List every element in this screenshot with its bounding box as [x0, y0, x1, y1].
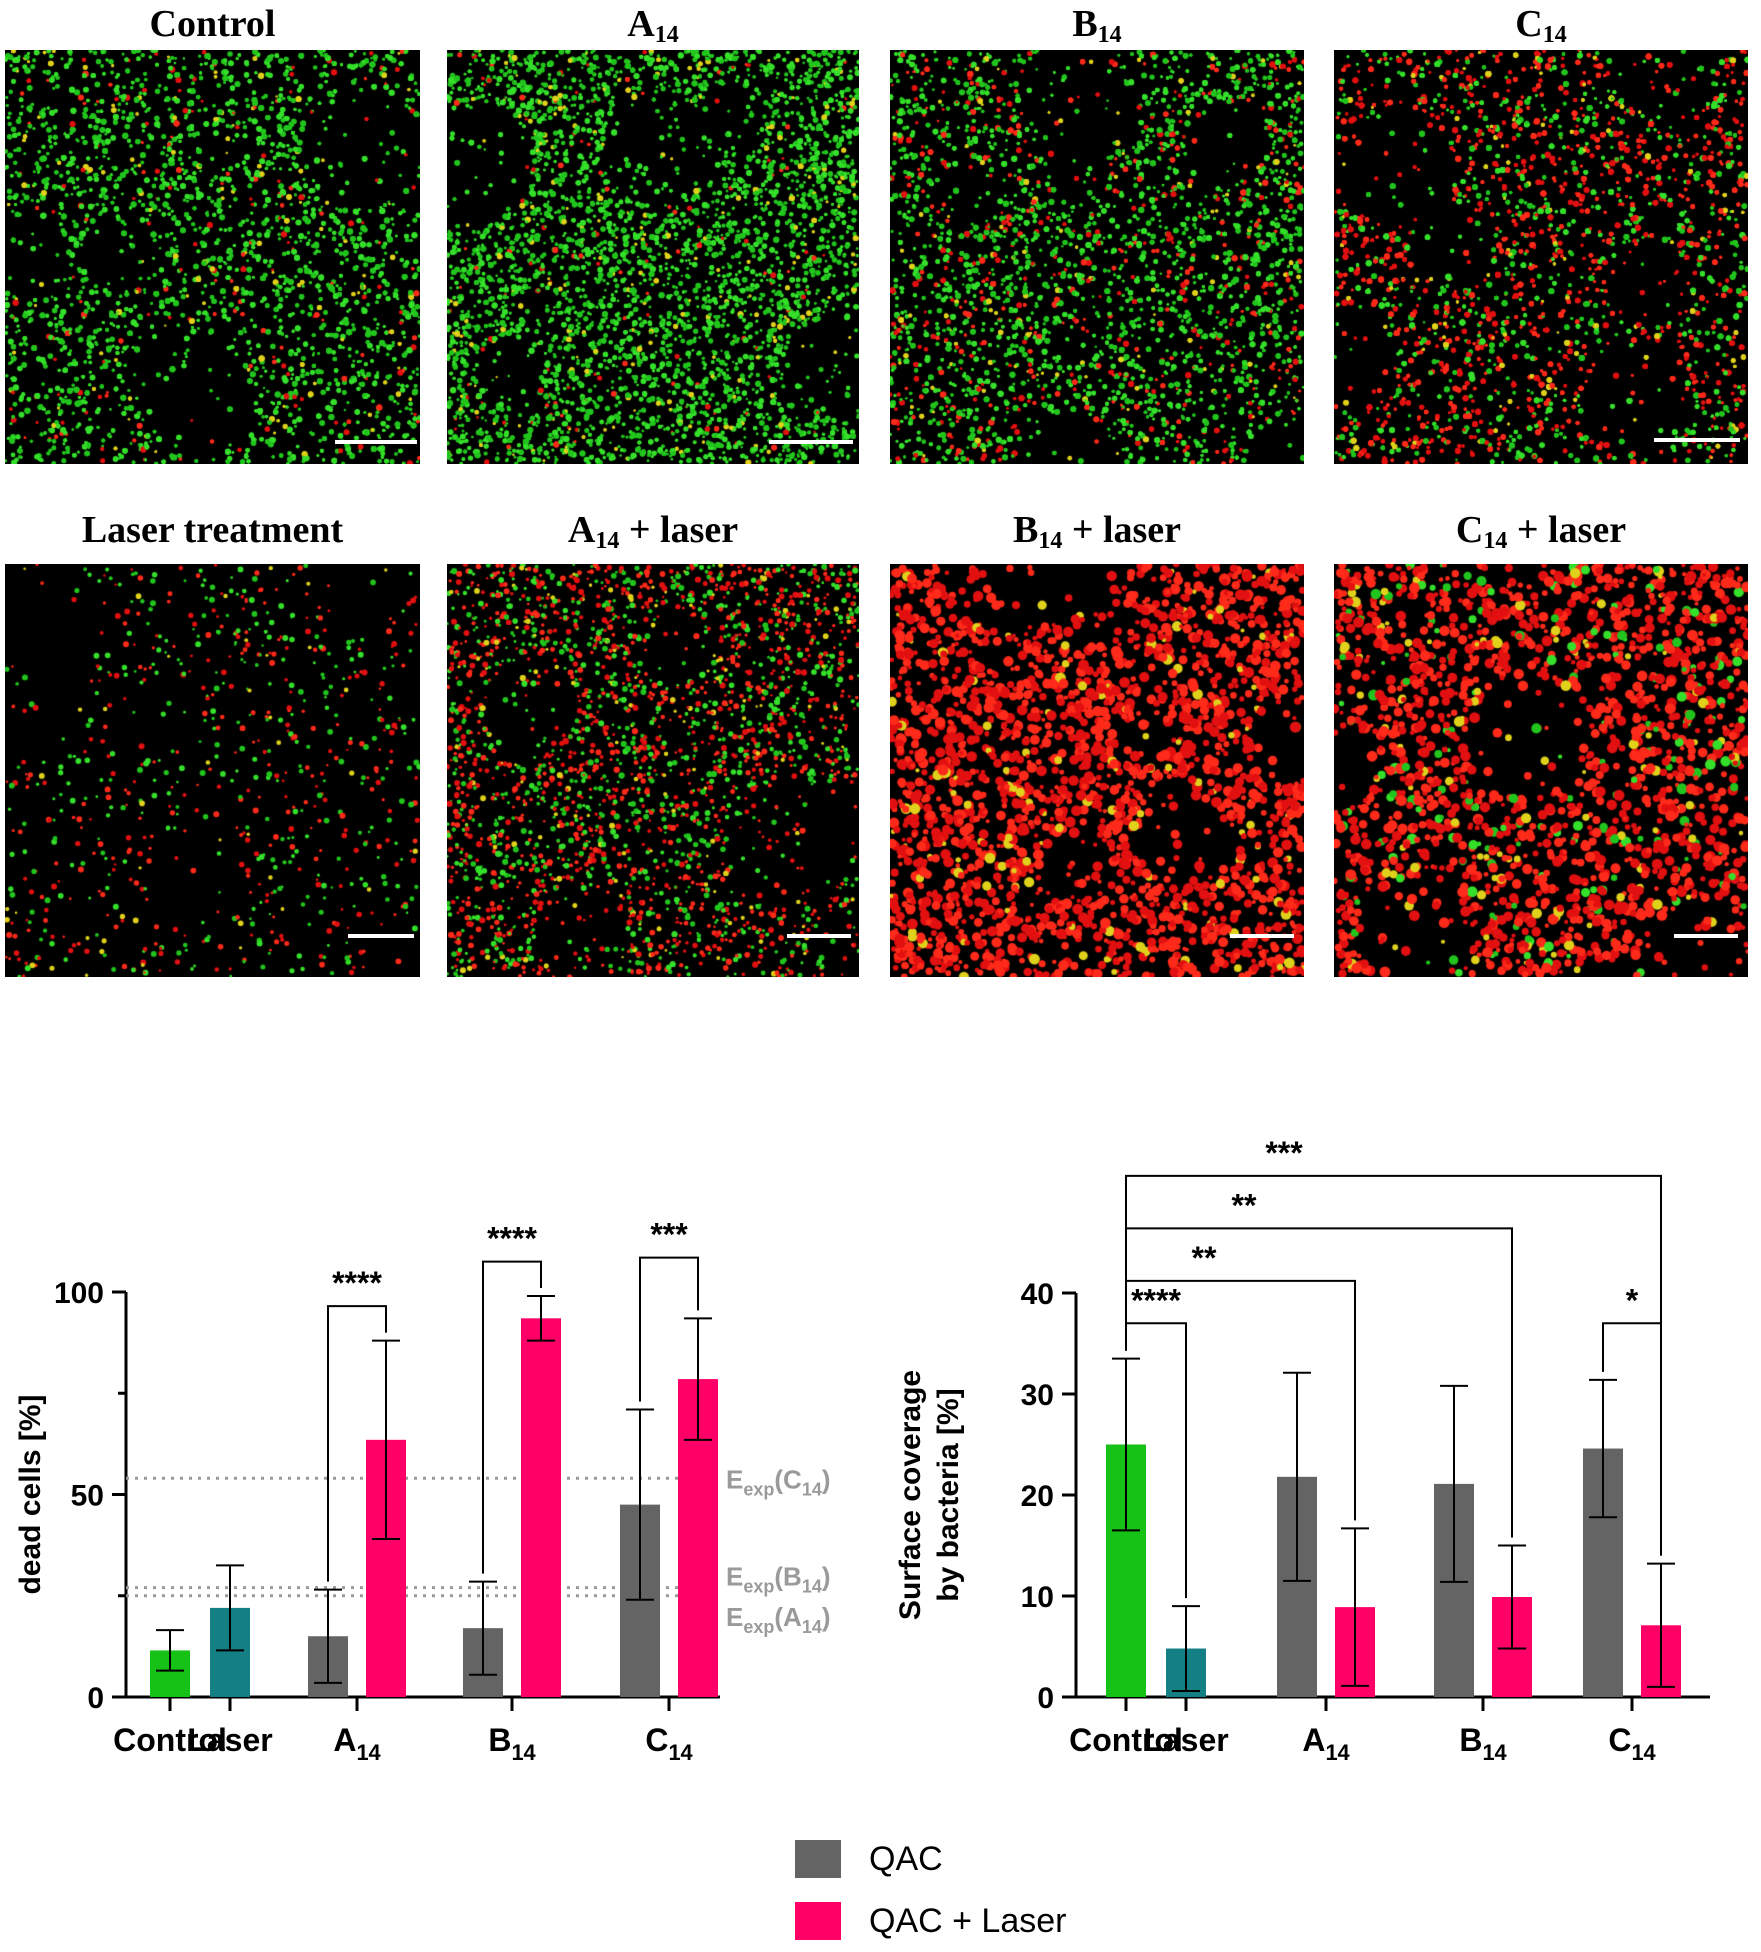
x-tick-label: C14	[645, 1722, 692, 1765]
micrograph-b14	[890, 50, 1304, 464]
scale-bar	[769, 440, 853, 444]
significance-label: ****	[1131, 1282, 1181, 1318]
chart-plot: 0 50 100 dead cells [%] Eexp(C14) Eexp(B14) Ee…	[14, 1217, 831, 1765]
x-tick-label: Laser	[187, 1722, 272, 1758]
x-tick-label: A14	[1302, 1722, 1349, 1765]
scale-bar	[1654, 438, 1740, 442]
x-tick-label: Control	[113, 1722, 227, 1758]
surface-coverage-chart: 0 10 20 30 40 Surface coverage by bacteria [%]…	[894, 1135, 1710, 1765]
reference-label: Eexp(C14)	[726, 1464, 831, 1499]
panel-title-b14: B14	[1072, 3, 1122, 48]
y-tick-label: 100	[54, 1277, 104, 1310]
significance-label: ***	[1265, 1135, 1303, 1171]
chart-plot: 0 10 20 30 40 Surface coverage by bacteria [%]…	[894, 1135, 1710, 1765]
y-axis-label: dead cells [%]	[14, 1394, 47, 1594]
micrograph-canvas	[447, 50, 859, 464]
micrograph-canvas	[447, 564, 859, 977]
micrograph-c14	[1334, 50, 1748, 464]
y-tick-label: 0	[1037, 1682, 1054, 1715]
significance-bracket	[482, 1260, 542, 1574]
micrograph-a14-laser	[447, 564, 859, 977]
micrograph-a14	[447, 50, 859, 464]
micrograph-canvas	[5, 50, 420, 464]
legend-swatch-qac	[795, 1840, 841, 1878]
micrograph-b14-laser	[890, 564, 1304, 977]
significance-label: *	[1626, 1282, 1639, 1318]
micrograph-canvas	[890, 564, 1304, 977]
panel-title-c14-laser: C14 + laser	[1455, 509, 1627, 554]
y-tick-label: 50	[71, 1480, 104, 1513]
micrograph-laser-treatment	[5, 564, 420, 977]
significance-bracket	[327, 1305, 387, 1582]
significance-label: ****	[332, 1265, 382, 1301]
scale-bar	[335, 440, 417, 444]
x-tick-label: A14	[333, 1722, 380, 1765]
panel-title-b14-laser: B14 + laser	[1012, 509, 1182, 554]
micrograph-control	[5, 50, 420, 464]
micrograph-canvas	[1334, 564, 1748, 977]
significance-bracket	[1125, 1174, 1662, 1556]
y-tick-label: 40	[1021, 1278, 1054, 1311]
reference-label: Eexp(B14)	[726, 1562, 831, 1597]
panel-title-c14: C14	[1515, 3, 1567, 48]
significance-label: **	[1232, 1187, 1257, 1223]
legend-item-qac-laser: QAC + Laser	[795, 1890, 1066, 1952]
scale-bar	[1230, 934, 1294, 938]
x-tick-label: Laser	[1143, 1722, 1228, 1758]
significance-bracket	[639, 1256, 699, 1402]
legend-item-qac: QAC	[795, 1828, 1066, 1890]
scale-bar	[1674, 934, 1738, 938]
legend-label: QAC + Laser	[869, 1901, 1067, 1940]
legend: QAC QAC + Laser	[795, 1828, 1066, 1952]
legend-label: QAC	[869, 1839, 943, 1878]
significance-label: **	[1192, 1240, 1217, 1276]
micrograph-canvas	[5, 564, 420, 977]
reference-label: Eexp(A14)	[726, 1602, 831, 1637]
micrograph-canvas	[890, 50, 1304, 464]
significance-label: ****	[487, 1221, 537, 1257]
scale-bar	[348, 934, 414, 938]
y-tick-label: 30	[1021, 1379, 1054, 1412]
significance-bracket	[1602, 1322, 1662, 1556]
panel-title-a14: A14	[627, 3, 679, 48]
micrograph-c14-laser	[1334, 564, 1748, 977]
panel-title-laser-treatment: Laser treatment	[81, 509, 344, 551]
bar	[521, 1318, 561, 1697]
panel-title-a14-laser: A14 + laser	[567, 509, 739, 554]
dead-cells-chart: 0 50 100 dead cells [%] Eexp(C14) Eexp(B14) Ee…	[14, 1217, 831, 1765]
x-tick-label: Control	[1069, 1722, 1183, 1758]
scale-bar	[787, 934, 851, 938]
micrograph-canvas	[1334, 50, 1748, 464]
panel-title-control: Control	[149, 3, 276, 45]
x-tick-label: B14	[488, 1722, 535, 1765]
legend-swatch-qac-laser	[795, 1902, 841, 1940]
y-tick-label: 10	[1021, 1581, 1054, 1614]
significance-label: ***	[650, 1217, 688, 1253]
y-axis-label: Surface coverage by bacteria [%]	[894, 1370, 965, 1620]
x-tick-label: C14	[1608, 1722, 1655, 1765]
y-tick-label: 0	[87, 1682, 104, 1715]
x-tick-label: B14	[1459, 1722, 1506, 1765]
y-tick-label: 20	[1021, 1480, 1054, 1513]
